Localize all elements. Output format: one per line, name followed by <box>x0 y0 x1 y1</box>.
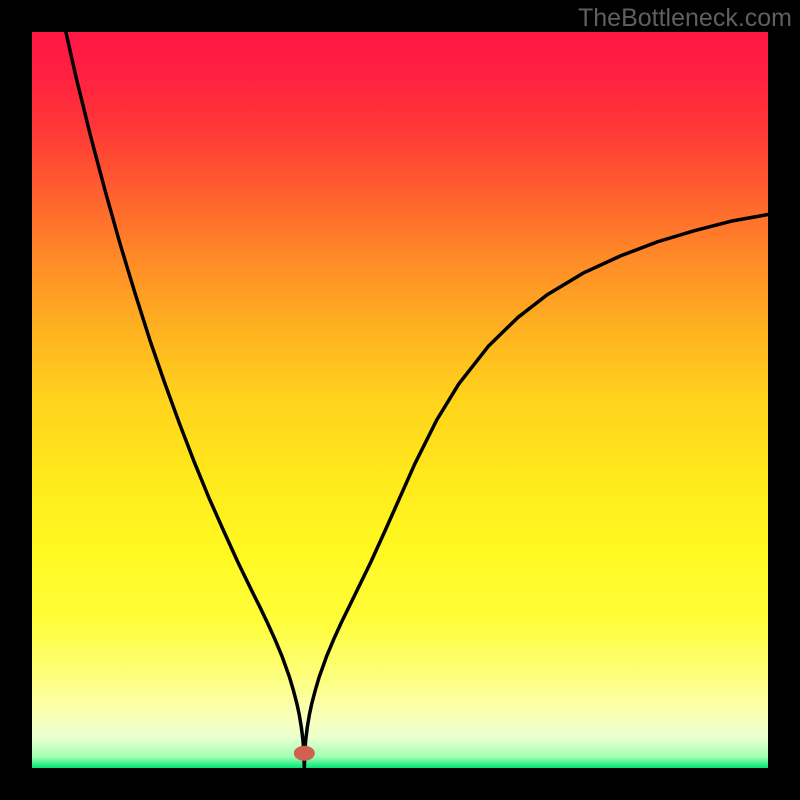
gradient-background <box>32 32 768 768</box>
chart-container: TheBottleneck.com <box>0 0 800 800</box>
watermark-text: TheBottleneck.com <box>578 4 792 33</box>
chart-svg <box>32 32 768 768</box>
optimal-marker <box>294 746 314 760</box>
plot-area <box>32 32 768 768</box>
